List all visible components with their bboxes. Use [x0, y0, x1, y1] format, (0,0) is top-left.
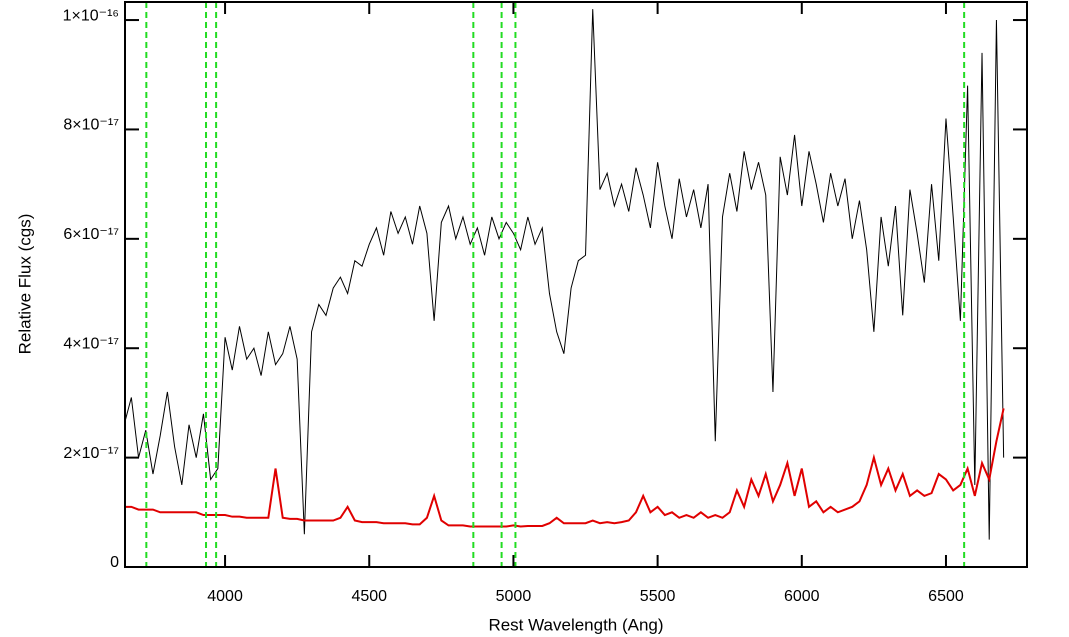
y-tick-label: 1×10⁻¹⁶: [63, 7, 119, 24]
x-tick-label: 6000: [784, 588, 820, 605]
y-axis-title: Relative Flux (cgs): [15, 214, 34, 355]
x-tick-label: 5500: [640, 588, 676, 605]
y-tick-label: 8×10⁻¹⁷: [63, 117, 119, 134]
x-tick-label: 4500: [351, 588, 387, 605]
x-tick-label: 5000: [496, 588, 532, 605]
spectrum-line: [125, 9, 1005, 540]
plot-area: [125, 2, 1005, 567]
x-tick-label: 6500: [928, 588, 964, 605]
y-tick-label: 0: [110, 554, 119, 571]
y-tick-label: 6×10⁻¹⁷: [63, 226, 119, 243]
y-tick-label: 2×10⁻¹⁷: [63, 445, 119, 462]
spectrum-line: [125, 408, 1005, 528]
plot-frame: [124, 1, 1028, 568]
x-tick-label: 4000: [207, 588, 243, 605]
y-tick-label: 4×10⁻¹⁷: [63, 335, 119, 352]
x-axis-title: Rest Wavelength (Ang): [488, 615, 663, 634]
